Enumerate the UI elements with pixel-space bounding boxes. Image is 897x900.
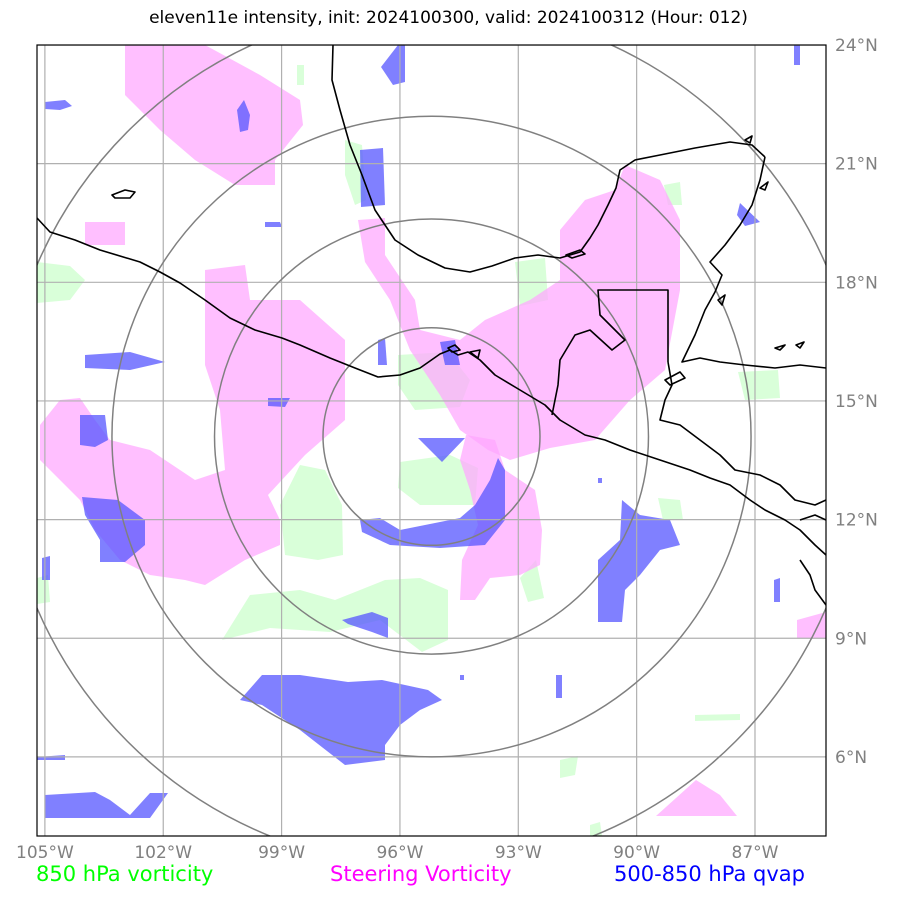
pacific-coast-south [799, 514, 826, 521]
latitude-tick-label: 9°N [835, 629, 867, 649]
island-coast [795, 341, 805, 349]
vorticity-850-region [297, 65, 304, 85]
island-coast [717, 294, 726, 306]
steering-vorticity-region [358, 165, 680, 460]
range-rings [37, 45, 826, 836]
longitude-tick-label: 102°W [134, 843, 192, 863]
qvap-region [360, 148, 385, 207]
qvap-region [85, 352, 165, 370]
qvap-region [418, 438, 465, 462]
qvap-region [794, 45, 800, 65]
qvap-region [342, 612, 388, 638]
qvap-region [80, 415, 108, 447]
qvap-region [45, 100, 72, 110]
island-coast [111, 189, 136, 199]
qvap-region [240, 675, 442, 765]
steering-vorticity-region [797, 612, 826, 638]
qvap-region [268, 398, 290, 407]
qvap-region [460, 675, 464, 680]
legend-steering-vorticity: Steering Vorticity [330, 862, 512, 886]
guatemala-mexico-border [551, 289, 669, 416]
range-ring [322, 327, 541, 547]
qvap-region [360, 458, 505, 548]
qvap-region [237, 100, 250, 132]
vorticity-850-region [222, 578, 448, 652]
latitude-tick-label: 12°N [835, 511, 878, 531]
vorticity-850-region [658, 498, 683, 520]
latitude-tick-label: 24°N [835, 36, 878, 56]
yucatan-east-coast [681, 156, 826, 369]
qvap-region [556, 675, 562, 698]
island-coast [744, 135, 753, 144]
legend-vorticity-850: 850 hPa vorticity [36, 862, 214, 886]
qvap-region [381, 45, 405, 85]
latitude-tick-labels: 6°N 9°N 12°N 15°N 18°N 21°N 24°N [835, 36, 878, 768]
longitude-tick-label: 105°W [16, 843, 74, 863]
island-coast [664, 371, 686, 386]
vorticity-850-region [398, 455, 478, 505]
vorticity-850-region [560, 756, 578, 778]
longitude-tick-labels: 105°W 102°W 99°W 96°W 93°W 90°W 87°W [16, 843, 779, 863]
caribbean-coast-south [799, 559, 826, 606]
longitude-tick-label: 90°W [613, 843, 660, 863]
latitude-tick-label: 21°N [835, 155, 878, 175]
qvap-layer [37, 45, 800, 818]
map-title: eleven11e intensity, init: 2024100300, v… [149, 8, 748, 28]
longitude-tick-label: 99°W [258, 843, 305, 863]
island-coast [469, 349, 481, 359]
island-coast [447, 344, 461, 353]
longitude-tick-label: 87°W [732, 843, 779, 863]
latitude-tick-label: 6°N [835, 748, 867, 768]
longitude-tick-label: 93°W [495, 843, 542, 863]
latitude-tick-label: 18°N [835, 273, 878, 293]
latitude-tick-label: 15°N [835, 392, 878, 412]
vorticity-850-region [520, 560, 544, 602]
map-frame [36, 44, 827, 837]
range-ring [213, 218, 650, 655]
vorticity-850-region [37, 575, 50, 604]
steering-vorticity-region [85, 222, 125, 245]
island-coast [565, 249, 586, 259]
qvap-region [45, 792, 168, 818]
qvap-region [737, 203, 760, 226]
qvap-region [774, 578, 780, 602]
qvap-region [598, 500, 680, 622]
qvap-region [42, 556, 50, 580]
island-coast [774, 344, 786, 351]
qvap-region [82, 497, 145, 562]
vorticity-850-region [695, 714, 740, 721]
steering-vorticity-region [656, 780, 737, 816]
pacific-coastline [37, 217, 826, 556]
coastlines [37, 45, 826, 606]
qvap-region [598, 478, 602, 483]
vorticity-850-region [280, 465, 343, 560]
qvap-region [265, 222, 282, 227]
central-america-border [659, 361, 826, 506]
longitude-tick-label: 96°W [376, 843, 423, 863]
range-ring [37, 45, 826, 836]
steering-vorticity-region [125, 45, 303, 185]
qvap-region [440, 340, 460, 365]
range-ring [111, 115, 752, 758]
gulf-coastline [331, 45, 766, 273]
qvap-region [378, 338, 387, 365]
vorticity-850-region [590, 822, 602, 836]
legend-qvap: 500-850 hPa qvap [614, 862, 805, 886]
island-coast [759, 181, 769, 191]
